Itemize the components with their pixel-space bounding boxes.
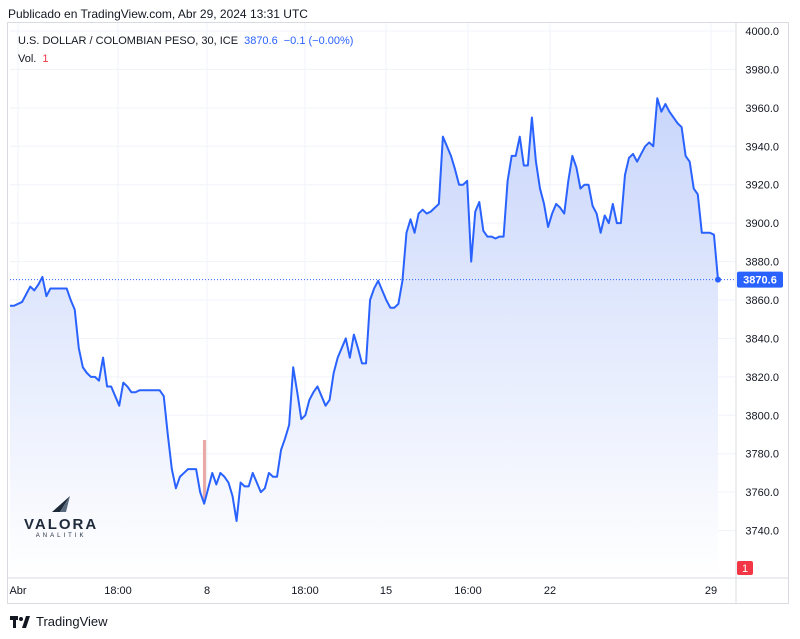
x-tick-label: 15 (380, 585, 392, 597)
tradingview-logo-icon (10, 615, 30, 628)
published-caption: Publicado en TradingView.com, Abr 29, 20… (8, 7, 308, 21)
y-tick-label: 3940.0 (745, 141, 779, 153)
last-price-badge-label: 3870.6 (743, 275, 777, 287)
watermark-sub: ANALITIK (35, 533, 87, 539)
price-line (10, 97, 735, 522)
last-price-badge (737, 271, 783, 288)
x-tick-label: 8 (204, 585, 210, 597)
y-tick-label: 3740.0 (745, 526, 779, 538)
y-tick-label: 3880.0 (745, 257, 779, 269)
y-tick-label: 3960.0 (745, 103, 779, 115)
symbol-title: U.S. DOLLAR / COLOMBIAN PESO, 30, ICE (18, 35, 239, 47)
x-tick-label: 22 (544, 585, 556, 597)
valora-logo-icon (52, 496, 71, 512)
x-tick-label: Abr (9, 585, 26, 597)
price-change: −0.1 (−0.00%) (283, 35, 354, 47)
y-tick-label: 3800.0 (745, 410, 779, 422)
last-price-dot (715, 276, 721, 283)
x-tick-label: 18:00 (104, 585, 132, 597)
last-price-value: 3870.6 (244, 35, 278, 47)
valora-watermark: VALORA ANALITIK (24, 492, 98, 539)
y-tick-label: 3820.0 (745, 372, 779, 384)
volume-badge-label: 1 (742, 563, 748, 575)
y-tick-label: 3780.0 (745, 449, 779, 461)
price-axis[interactable]: 4000.0 3980.0 3960.0 3940.0 3920.0 3900.0 3880… (735, 23, 779, 604)
volume-legend: Vol. 1 (18, 53, 48, 65)
footer-brand[interactable]: TradingView (10, 614, 108, 629)
time-axis[interactable]: Abr 18:00 8 18:00 15 16:00 22 29 (8, 577, 788, 597)
y-tick-label: 3840.0 (745, 333, 779, 345)
y-tick-label: 3860.0 (745, 295, 779, 307)
y-tick-label: 3920.0 (745, 180, 779, 192)
y-tick-label: 3980.0 (745, 64, 779, 76)
price-series-line (10, 97, 719, 522)
x-tick-label: 18:00 (291, 585, 319, 597)
series-legend: U.S. DOLLAR / COLOMBIAN PESO, 30, ICE 387… (18, 35, 353, 47)
volume-value: 1 (42, 53, 49, 65)
y-tick-label: 4000.0 (745, 26, 779, 38)
chart-frame (7, 22, 789, 604)
price-area (10, 98, 718, 578)
volume-badge (737, 561, 753, 575)
x-tick-label: 29 (705, 585, 717, 597)
y-tick-label: 3760.0 (745, 487, 779, 499)
volume-label: Vol. (18, 53, 37, 65)
y-tick-label: 3900.0 (745, 218, 779, 230)
x-tick-label: 16:00 (454, 585, 482, 597)
watermark-name: VALORA (24, 516, 99, 533)
footer-brand-label: TradingView (36, 614, 108, 629)
price-area-fill (10, 98, 718, 578)
axis-badges: 3870.6 1 (737, 271, 783, 575)
